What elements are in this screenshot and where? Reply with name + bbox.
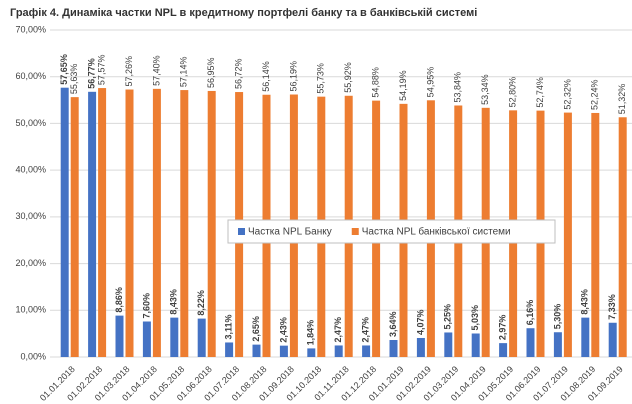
- chart-title: Графік 4. Динаміка частки NPL в кредитно…: [10, 7, 477, 19]
- y-tick-label: 50,00%: [15, 118, 46, 128]
- bar: [591, 112, 600, 357]
- data-label: 54,95%: [425, 67, 435, 98]
- data-label: 53,34%: [480, 74, 490, 105]
- bar: [362, 345, 371, 357]
- data-label: 55,63%: [69, 64, 79, 95]
- bar: [526, 328, 535, 357]
- legend-label: Частка NPL Банку: [248, 227, 332, 238]
- bar: [60, 87, 69, 358]
- data-label: 2,47%: [333, 317, 343, 343]
- data-label: 56,95%: [206, 57, 216, 88]
- bar: [152, 88, 161, 358]
- data-label: 52,80%: [507, 77, 517, 108]
- y-tick-label: 70,00%: [15, 24, 46, 34]
- bar: [125, 89, 134, 357]
- bar: [88, 91, 97, 357]
- data-label: 54,88%: [370, 67, 380, 98]
- data-label: 57,65%: [59, 54, 69, 85]
- y-tick-label: 40,00%: [15, 165, 46, 175]
- data-label: 8,22%: [196, 290, 206, 316]
- data-label: 3,64%: [388, 311, 398, 337]
- data-label: 7,33%: [607, 294, 617, 320]
- bar: [142, 321, 151, 357]
- bar: [197, 318, 206, 357]
- legend: Частка NPL Банку Частка NPL банківської с…: [227, 219, 556, 244]
- data-label: 52,24%: [590, 79, 600, 110]
- data-label: 1,84%: [306, 320, 316, 346]
- bar: [608, 322, 617, 357]
- bar: [416, 337, 425, 357]
- bar: [444, 332, 453, 357]
- bar: [553, 332, 562, 357]
- data-label: 55,92%: [343, 62, 353, 93]
- bar: [115, 315, 124, 357]
- data-label: 56,14%: [261, 61, 271, 92]
- legend-swatch: [238, 228, 245, 235]
- data-label: 5,30%: [552, 304, 562, 330]
- bar: [70, 97, 79, 358]
- data-label: 8,43%: [580, 289, 590, 315]
- data-label: 6,16%: [525, 300, 535, 326]
- data-label: 52,74%: [535, 77, 545, 108]
- bar: [471, 333, 480, 357]
- bar: [279, 345, 288, 357]
- data-label: 5,03%: [470, 305, 480, 331]
- y-tick-label: 10,00%: [15, 305, 46, 315]
- data-label: 3,11%: [223, 314, 233, 339]
- bar: [563, 112, 572, 358]
- data-label: 57,14%: [179, 57, 189, 88]
- data-label: 4,07%: [415, 309, 425, 335]
- legend-swatch: [351, 228, 359, 235]
- data-label: 2,65%: [251, 316, 261, 342]
- legend-box: [227, 219, 556, 244]
- data-label: 57,26%: [124, 56, 134, 87]
- data-label: 56,19%: [288, 61, 298, 92]
- data-label: 8,43%: [169, 289, 179, 315]
- data-label: 57,57%: [96, 55, 106, 86]
- y-tick-label: 0,00%: [20, 351, 46, 361]
- bar: [618, 117, 627, 357]
- data-label: 2,97%: [497, 315, 507, 341]
- data-label: 56,77%: [86, 58, 96, 89]
- y-tick-label: 20,00%: [15, 258, 46, 268]
- y-tick-label: 60,00%: [15, 71, 46, 81]
- data-label: 5,25%: [443, 304, 453, 330]
- bar: [389, 339, 398, 357]
- data-label: 2,43%: [278, 317, 288, 343]
- data-label: 52,32%: [562, 79, 572, 110]
- bar: [307, 348, 316, 357]
- bar: [334, 345, 343, 357]
- bar: [98, 88, 107, 357]
- data-label: 54,19%: [398, 70, 408, 101]
- data-label: 8,86%: [114, 287, 124, 313]
- data-label: 57,40%: [151, 55, 161, 86]
- legend-label: Частка NPL банківської системи: [362, 226, 511, 238]
- data-label: 2,47%: [360, 317, 370, 343]
- data-label: 56,72%: [233, 59, 243, 90]
- data-label: 53,84%: [453, 72, 463, 103]
- data-label: 51,32%: [617, 84, 627, 115]
- data-label: 55,73%: [316, 63, 326, 94]
- bar: [225, 342, 234, 357]
- y-tick-label: 30,00%: [15, 211, 46, 221]
- bar: [180, 90, 189, 357]
- data-label: 7,60%: [141, 293, 151, 319]
- bar: [170, 317, 179, 357]
- bar: [581, 317, 590, 357]
- bar: [499, 343, 508, 357]
- bar: [207, 90, 216, 357]
- bar: [252, 344, 261, 357]
